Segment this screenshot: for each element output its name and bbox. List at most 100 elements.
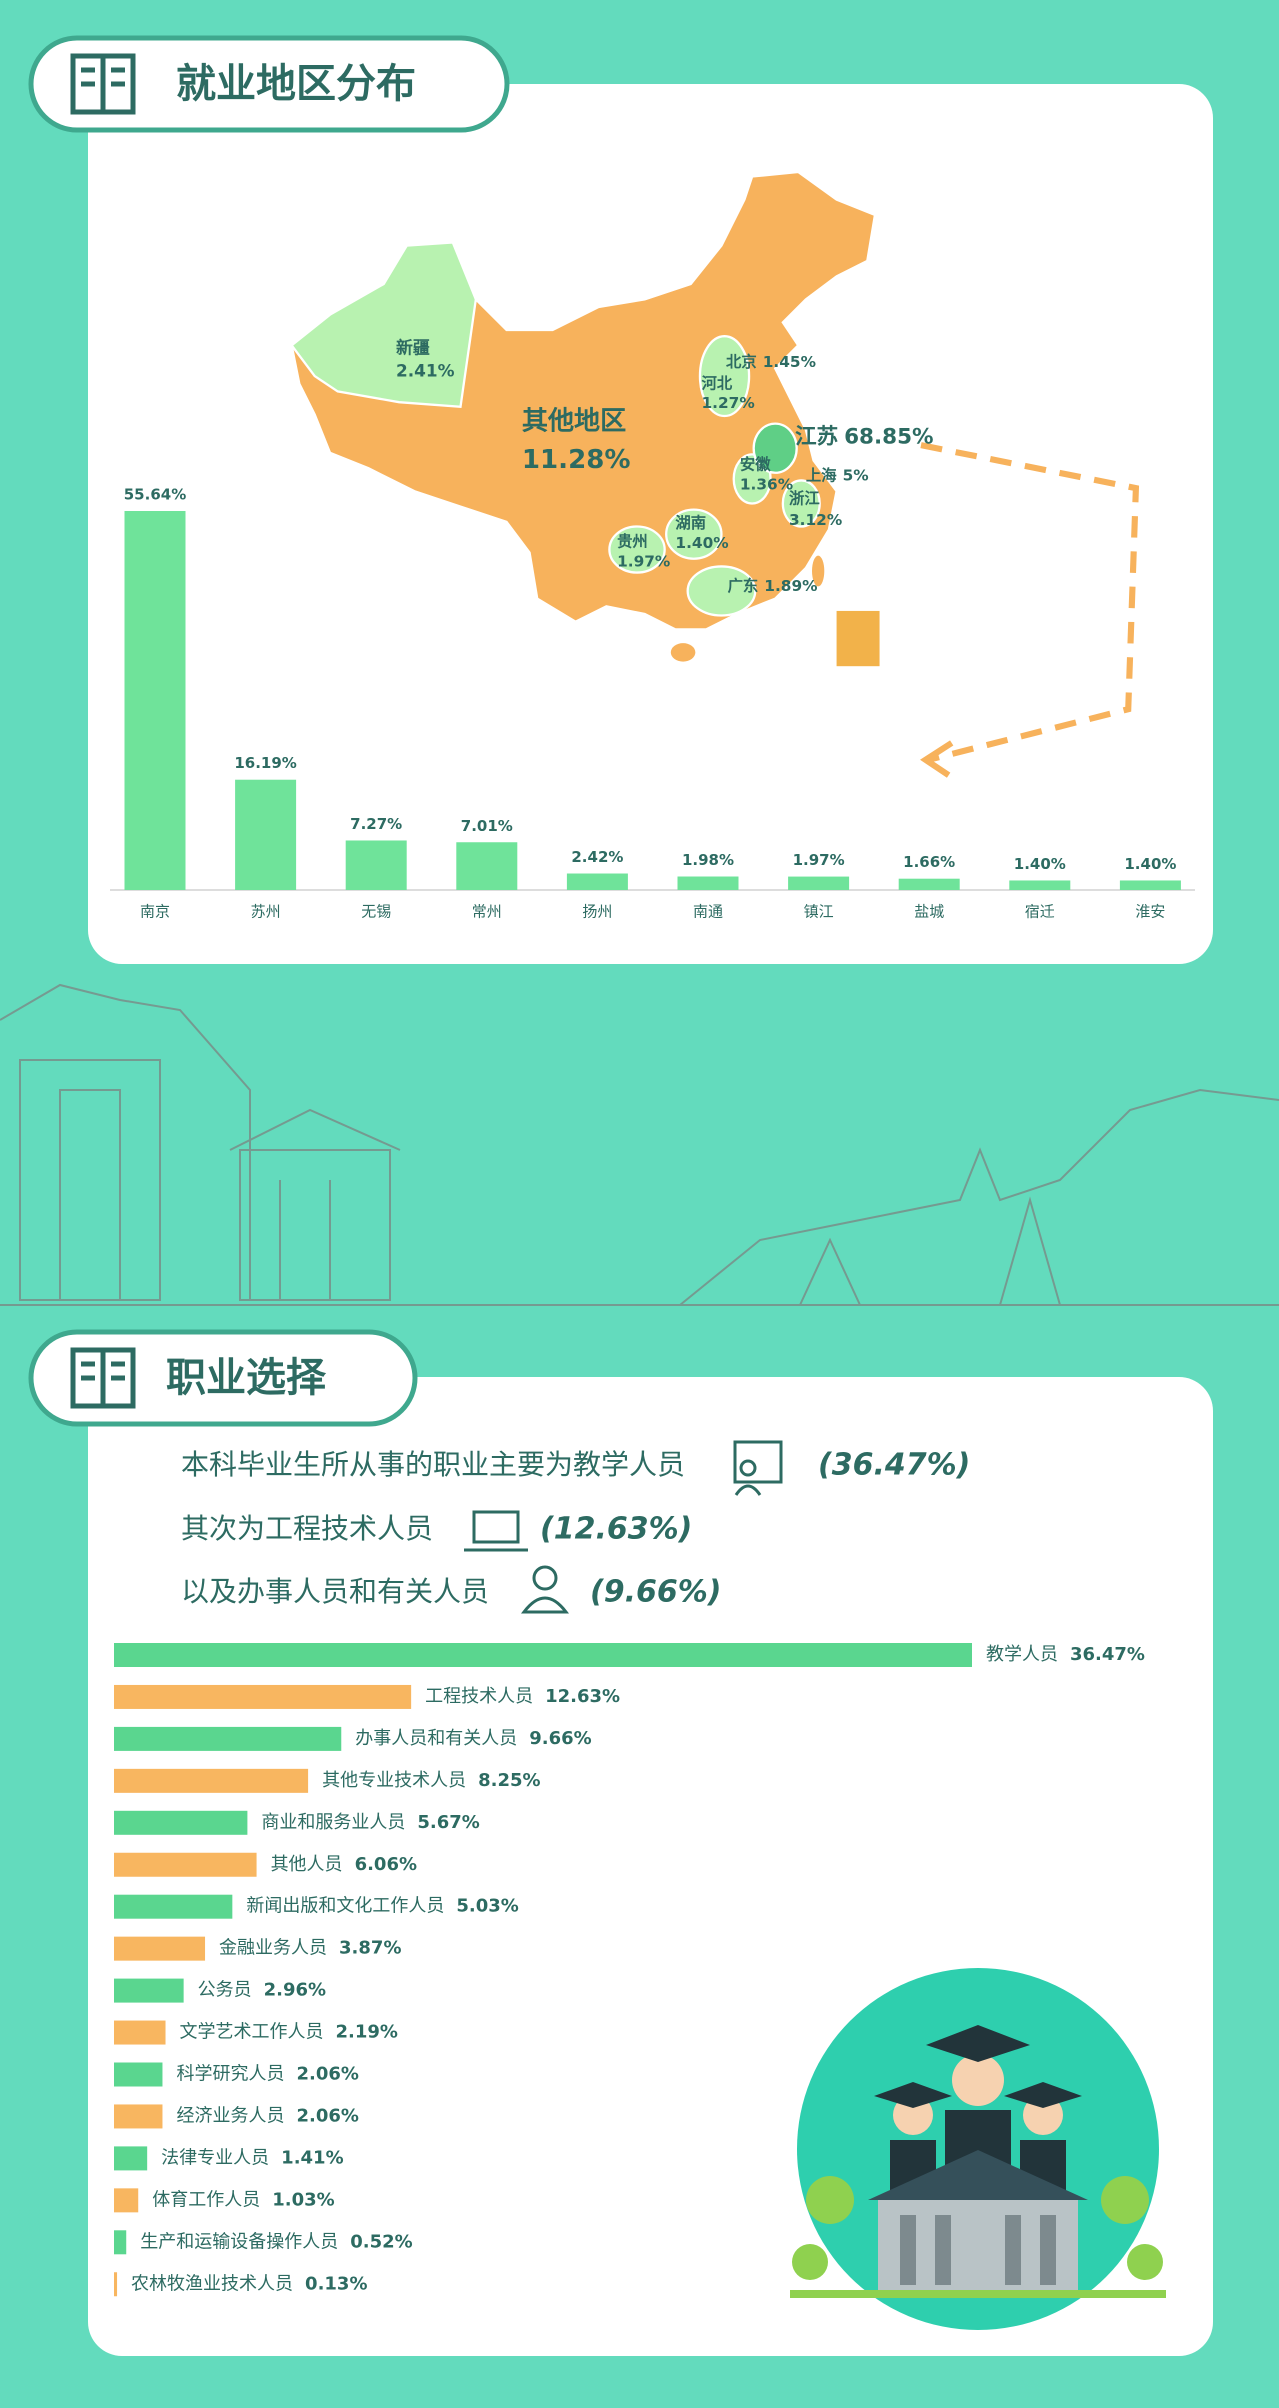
x-tick-label: 镇江 (804, 903, 834, 921)
map (290, 170, 1140, 778)
value-label: 2.06% (296, 2064, 358, 2085)
y-tick-label: 新闻出版和文化工作人员 (246, 1896, 444, 1917)
x-tick-label: 常州 (472, 903, 502, 921)
region-name: 北京 (726, 352, 757, 371)
bar (114, 2062, 163, 2087)
value-label: 1.40% (1014, 855, 1066, 873)
y-tick-label: 办事人员和有关人员 (355, 1728, 517, 1749)
bar (114, 2020, 166, 2045)
x-tick-label: 无锡 (361, 903, 391, 921)
value-label: 16.19% (234, 754, 296, 772)
intro-value: (9.66%) (590, 1575, 722, 1610)
bar (114, 1978, 184, 2003)
y-tick-label: 其他人员 (271, 1854, 343, 1875)
bar (1009, 880, 1071, 890)
value-label: 2.96% (264, 1980, 326, 2001)
bar (114, 1852, 257, 1877)
laptop-icon (464, 1510, 528, 1552)
x-tick-label: 苏州 (251, 903, 281, 921)
value-label: 6.06% (355, 1854, 417, 1875)
x-tick-label: 淮安 (1135, 903, 1165, 921)
bar (114, 2272, 118, 2297)
bar (898, 878, 960, 890)
y-tick-label: 公务员 (198, 1980, 252, 2001)
y-tick-label: 法律专业人员 (161, 2147, 269, 2168)
value-label: 12.63% (545, 1686, 620, 1707)
y-tick-label: 文学艺术工作人员 (180, 2022, 324, 2043)
intro-value: (12.63%) (540, 1512, 692, 1547)
intro-value: (36.47%) (818, 1448, 970, 1483)
bar (114, 1684, 412, 1709)
y-tick-label: 生产和运输设备操作人员 (140, 2231, 338, 2252)
x-tick-label: 扬州 (582, 903, 612, 921)
value-label: 1.66% (903, 853, 955, 871)
bar (1119, 880, 1181, 890)
value-label: 7.27% (350, 815, 402, 833)
bar (114, 1810, 248, 1835)
bar (114, 2230, 127, 2255)
bar (235, 779, 297, 890)
y-tick-label: 工程技术人员 (425, 1686, 533, 1707)
region-share: 5% (843, 466, 869, 484)
value-label: 9.66% (529, 1728, 591, 1749)
region-share: 3.12% (789, 511, 842, 529)
bar (566, 873, 628, 890)
bar (114, 2188, 139, 2213)
campus-sketch (0, 983, 1279, 1306)
value-label: 1.40% (1124, 855, 1176, 873)
y-tick-label: 教学人员 (986, 1644, 1058, 1665)
region-name: 浙江 (789, 488, 820, 507)
y-tick-label: 金融业务人员 (219, 1938, 327, 1959)
region-name: 上海 (806, 465, 837, 484)
intro-text: 以及办事人员和有关人员 (181, 1575, 489, 1608)
region-share: 1.89% (764, 577, 817, 595)
bar (114, 2146, 148, 2171)
x-tick-label: 盐城 (914, 903, 944, 921)
graduates-illustration (790, 1968, 1166, 2330)
bar (114, 1768, 309, 1793)
region-name: 江苏 (795, 423, 838, 449)
value-label: 3.87% (339, 1938, 401, 1959)
value-label: 0.52% (350, 2231, 412, 2252)
region-share: 11.28% (522, 445, 631, 475)
bar (677, 876, 739, 890)
y-tick-label: 经济业务人员 (176, 2105, 284, 2126)
bar (124, 511, 186, 890)
value-label: 1.97% (793, 851, 845, 869)
intro-text: 其次为工程技术人员 (181, 1512, 433, 1545)
teacher-icon (733, 1440, 783, 1496)
region-name: 广东 (728, 576, 759, 595)
x-tick-label: 南京 (140, 903, 170, 921)
section-header: 就业地区分布 (28, 35, 510, 133)
bar (114, 1726, 342, 1751)
region-share: 1.40% (675, 534, 728, 552)
value-label: 2.06% (296, 2105, 358, 2126)
clerk-icon (520, 1565, 570, 1614)
region-name: 贵州 (617, 531, 648, 550)
x-tick-label: 宿迁 (1025, 903, 1055, 921)
bar (114, 2104, 163, 2129)
bar (345, 840, 407, 890)
bar (114, 1643, 972, 1667)
y-tick-label: 科学研究人员 (176, 2064, 284, 2085)
value-label: 5.03% (456, 1896, 518, 1917)
section-title: 职业选择 (166, 1355, 327, 1401)
region-share: 1.36% (740, 476, 793, 494)
bar (114, 1894, 233, 1919)
y-tick-label: 其他专业技术人员 (322, 1770, 466, 1791)
y-tick-label: 体育工作人员 (152, 2189, 260, 2210)
value-label: 36.47% (1070, 1644, 1145, 1665)
value-label: 0.13% (305, 2273, 367, 2294)
value-label: 2.19% (336, 2022, 398, 2043)
bar (456, 842, 518, 890)
region-name: 新疆 (396, 337, 430, 357)
y-tick-label: 商业和服务业人员 (261, 1812, 405, 1833)
value-label: 55.64% (124, 486, 186, 504)
value-label: 8.25% (478, 1770, 540, 1791)
region-name: 河北 (701, 373, 732, 392)
y-tick-label: 农林牧渔业技术人员 (131, 2273, 293, 2294)
bar (788, 876, 850, 890)
value-label: 2.42% (571, 848, 623, 866)
